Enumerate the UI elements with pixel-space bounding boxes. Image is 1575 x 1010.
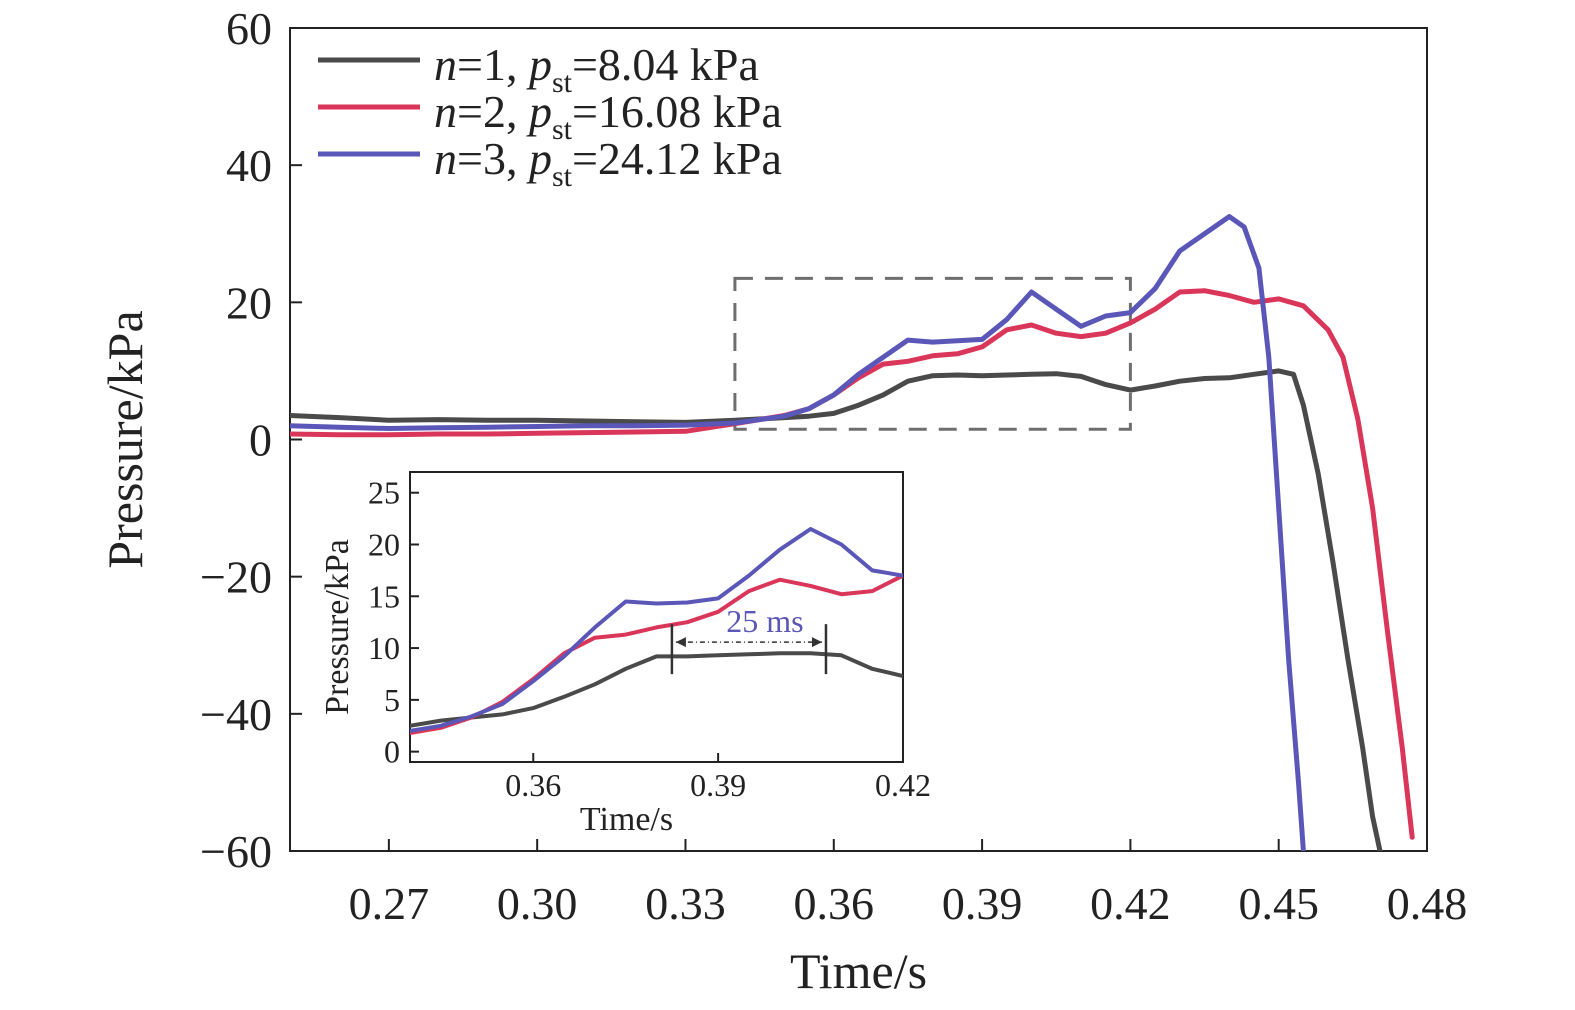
annotation-arrow-left bbox=[675, 637, 686, 648]
inset-y-tick-label: 25 bbox=[368, 475, 400, 511]
legend-label-part: p bbox=[526, 39, 552, 90]
legend-label-part: st bbox=[552, 160, 573, 193]
x-axis-title: Time/s bbox=[790, 943, 927, 999]
legend-label-part: n bbox=[434, 39, 457, 90]
legend-label-3: n=3, pst=24.12 kPa bbox=[434, 133, 782, 193]
inset-frame bbox=[409, 471, 904, 763]
annotation-25ms-label: 25 ms bbox=[726, 603, 803, 639]
y-tick-label: 0 bbox=[249, 415, 272, 466]
inset-x-tick-label: 0.36 bbox=[505, 767, 561, 803]
y-tick-label: −40 bbox=[200, 689, 272, 740]
legend-label-part: n bbox=[434, 86, 457, 137]
inset-y-tick-label: 0 bbox=[384, 734, 400, 770]
x-tick-label: 0.36 bbox=[794, 878, 875, 929]
series-line-3 bbox=[290, 214, 1306, 851]
legend-label-part: n bbox=[434, 133, 457, 184]
main-series-group bbox=[290, 214, 1415, 851]
inset-x-axis-title: Time/s bbox=[580, 801, 673, 838]
legend-label-1: n=1, pst=8.04 kPa bbox=[434, 39, 759, 99]
inset-x-tick-label: 0.39 bbox=[690, 767, 746, 803]
x-tick-label: 0.48 bbox=[1387, 878, 1468, 929]
legend-label-part: =24.12 kPa bbox=[572, 133, 782, 184]
y-tick-label: 60 bbox=[226, 3, 272, 54]
legend-label-part: p bbox=[526, 133, 552, 184]
inset-y-tick-label: 10 bbox=[368, 630, 400, 666]
y-tick-label: −60 bbox=[200, 826, 272, 877]
series-line-2 bbox=[290, 288, 1415, 840]
zoom-region-box bbox=[733, 276, 1132, 431]
x-tick-label: 0.42 bbox=[1090, 878, 1171, 929]
legend-label-part: st bbox=[552, 113, 573, 146]
inset-series-group bbox=[410, 527, 903, 735]
inset-x-tick-label: 0.42 bbox=[875, 767, 931, 803]
series-line-1 bbox=[290, 368, 1383, 851]
legend-label-part: =2, bbox=[457, 86, 529, 137]
inset-y-tick-label: 20 bbox=[368, 527, 400, 563]
legend-label-part: =8.04 kPa bbox=[572, 39, 759, 90]
inset-series-line-1 bbox=[410, 651, 903, 728]
y-tick-label: 40 bbox=[226, 140, 272, 191]
legend-label-part: =16.08 kPa bbox=[572, 86, 782, 137]
legend-label-part: p bbox=[526, 86, 552, 137]
x-tick-label: 0.45 bbox=[1238, 878, 1319, 929]
legend-label-2: n=2, pst=16.08 kPa bbox=[434, 86, 782, 146]
y-tick-label: 20 bbox=[226, 277, 272, 328]
legend-label-part: =1, bbox=[457, 39, 529, 90]
legend-label-part: =3, bbox=[457, 133, 529, 184]
legend-label-part: st bbox=[552, 66, 573, 99]
y-tick-label: −20 bbox=[200, 552, 272, 603]
inset-y-tick-label: 5 bbox=[384, 682, 400, 718]
x-tick-label: 0.39 bbox=[942, 878, 1023, 929]
x-tick-label: 0.33 bbox=[645, 878, 726, 929]
y-axis-title: Pressure/kPa bbox=[97, 310, 153, 568]
inset-series-line-3 bbox=[410, 527, 903, 733]
annotation-arrow-right bbox=[811, 637, 822, 648]
inset-y-tick-label: 15 bbox=[368, 578, 400, 614]
x-tick-label: 0.30 bbox=[497, 878, 578, 929]
x-tick-label: 0.27 bbox=[349, 878, 430, 929]
inset-y-axis-title: Pressure/kPa bbox=[319, 539, 356, 715]
